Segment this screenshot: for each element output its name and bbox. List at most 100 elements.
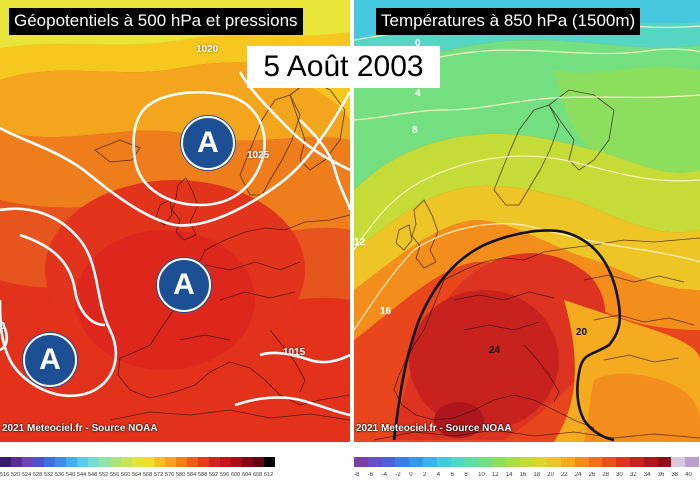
temperature-swatches <box>354 457 699 467</box>
scale-swatch <box>478 457 492 467</box>
scale-swatch <box>154 457 165 467</box>
scale-tick-label: 22 <box>560 472 568 478</box>
scale-swatch <box>231 457 242 467</box>
scale-tick-label: 28 <box>602 472 610 478</box>
isotherm-label-20: 20 <box>576 327 588 338</box>
scale-swatch <box>685 457 699 467</box>
scale-swatch <box>367 457 382 467</box>
scale-tick-label: 34 <box>643 472 651 478</box>
scale-swatch <box>176 457 187 467</box>
high-pressure-marker: A <box>157 258 211 312</box>
scale-swatch <box>55 457 66 467</box>
scale-swatch <box>616 457 630 467</box>
scale-swatch <box>436 457 451 467</box>
scale-tick-label: 584 <box>187 472 197 478</box>
geopotential-color-scale: 516 520 524 528 532 536 540 544 548 552 556 560 564 5… <box>0 443 350 483</box>
scale-swatch <box>143 457 154 467</box>
scale-swatch <box>519 457 534 467</box>
date-banner: 5 Août 2003 <box>247 46 440 88</box>
scale-tick-label: 588 <box>198 472 208 478</box>
scale-swatch <box>220 457 231 467</box>
scale-tick-label: 520 <box>11 472 21 478</box>
scale-swatch <box>242 457 253 467</box>
scale-swatch <box>0 457 11 467</box>
scale-tick-label: 564 <box>132 472 142 478</box>
scale-tick-label: 556 <box>110 472 120 478</box>
scale-swatch <box>381 457 396 467</box>
scale-swatch <box>395 457 410 467</box>
scale-swatch <box>505 457 520 467</box>
scale-swatch <box>657 457 672 467</box>
scale-tick-label: 544 <box>77 472 87 478</box>
scale-swatch <box>33 457 44 467</box>
left-panel-credit: 2021 Meteociel.fr - Source NOAA <box>2 423 158 434</box>
scale-swatch <box>602 457 617 467</box>
temperature-scale-ticks: -8 -6 -4 -2 0 2 4 6 8 10 12 14 16 18 20 22 24 26 28 30 32 34 3… <box>354 472 699 478</box>
scale-swatch <box>629 457 644 467</box>
scale-swatch <box>560 457 575 467</box>
scale-tick-label: 8 <box>464 472 468 478</box>
scale-tick-label: 20 <box>547 472 554 478</box>
scale-tick-label: 540 <box>66 472 76 478</box>
geopotential-scale-ticks: 516 520 524 528 532 536 540 544 548 552 556 560 564 5… <box>0 472 275 478</box>
isotherm-label: 4 <box>415 88 421 99</box>
scale-tick-label: 14 <box>505 472 513 478</box>
scale-swatch <box>547 457 561 467</box>
temperature-color-scale: -8 -6 -4 -2 0 2 4 6 8 10 12 14 16 18 20 22 24 26 28 30 32 34 3… <box>354 443 700 483</box>
scale-tick-label: 32 <box>629 472 637 478</box>
isobar-label: 1020 <box>196 44 219 55</box>
scale-tick-label: 580 <box>176 472 186 478</box>
scale-tick-label: 38 <box>671 472 679 478</box>
scale-swatch <box>491 457 506 467</box>
scale-swatch <box>422 457 437 467</box>
scale-tick-label: 552 <box>99 472 109 478</box>
scale-tick-label: -8 <box>354 472 360 478</box>
scale-tick-label: -2 <box>395 472 401 478</box>
scale-tick-label: 532 <box>44 472 54 478</box>
scale-tick-label: 6 <box>450 472 454 478</box>
scale-tick-label: 528 <box>33 472 43 478</box>
isobar-label: 0 <box>0 321 6 332</box>
scale-swatch <box>121 457 132 467</box>
temperature-map: Températures à 850 hPa (1500m) 0 4 8 12 … <box>354 0 700 442</box>
isotherm-label: 16 <box>380 306 392 317</box>
scale-tick-label: 568 <box>143 472 153 478</box>
scale-tick-label: 516 <box>0 472 10 478</box>
scale-swatch <box>110 457 121 467</box>
scale-tick-label: 2 <box>422 472 427 478</box>
scale-swatch <box>165 457 176 467</box>
scale-tick-label: 36 <box>657 472 665 478</box>
scale-tick-label: 560 <box>121 472 131 478</box>
scale-tick-label: 600 <box>231 472 241 478</box>
geopotential-swatches <box>0 457 275 467</box>
scale-swatch <box>88 457 99 467</box>
isotherm-label: 0 <box>415 38 421 49</box>
scale-tick-label: 24 <box>574 472 582 478</box>
high-pressure-marker: A <box>23 333 77 387</box>
scale-swatch <box>187 457 198 467</box>
isotherm-label: 12 <box>354 237 366 248</box>
right-panel-credit: 2021 Meteociel.fr - Source NOAA <box>356 423 512 434</box>
scale-swatch <box>588 457 603 467</box>
scale-tick-label: 40 <box>685 472 692 478</box>
left-panel-title: Géopotentiels à 500 hPa et pressions <box>9 8 303 35</box>
scale-tick-label: 612 <box>264 472 274 478</box>
scale-swatch <box>44 457 55 467</box>
scale-swatch <box>132 457 143 467</box>
scale-swatch <box>671 457 686 467</box>
scale-tick-label: 0 <box>409 472 413 478</box>
scale-tick-label: 18 <box>533 472 541 478</box>
panel-separator <box>350 0 354 483</box>
scale-tick-label: 596 <box>220 472 230 478</box>
scale-tick-label: 524 <box>22 472 32 478</box>
isotherm-label-24: 24 <box>489 345 501 356</box>
scale-tick-label: -6 <box>367 472 374 478</box>
high-pressure-marker: A <box>181 116 235 170</box>
scale-tick-label: 4 <box>436 472 441 478</box>
scale-tick-label: -4 <box>381 472 387 478</box>
isobar-label: 1015 <box>283 347 306 358</box>
scale-swatch <box>198 457 209 467</box>
scale-swatch <box>464 457 479 467</box>
scale-swatch <box>209 457 220 467</box>
geopotential-map: Géopotentiels à 500 hPa et pressions 102… <box>0 0 350 442</box>
